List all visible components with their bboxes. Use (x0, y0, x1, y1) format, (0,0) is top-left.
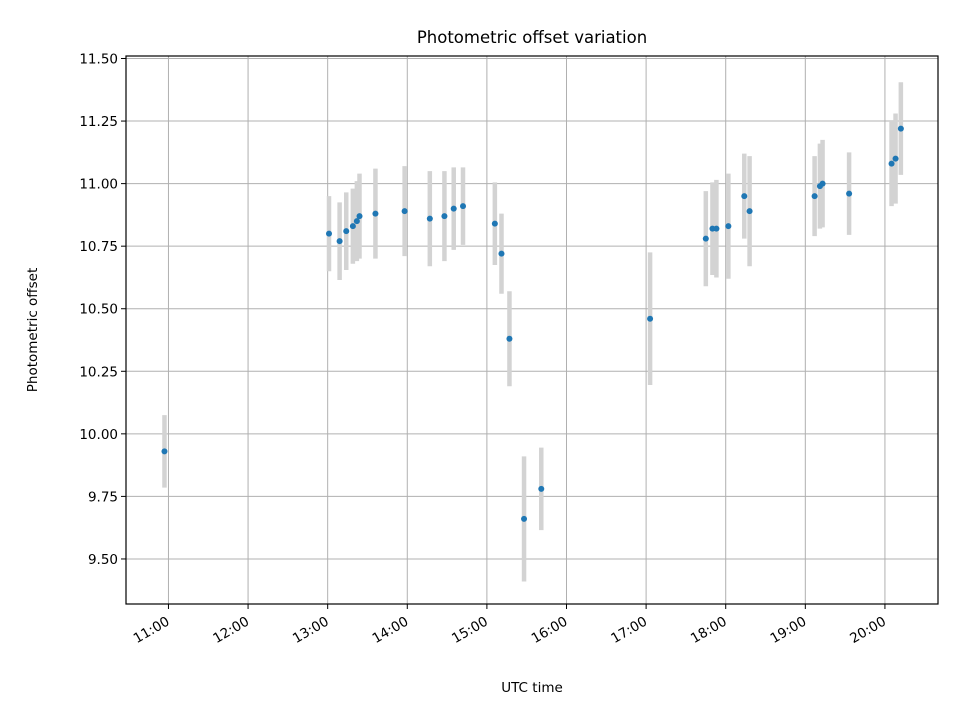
x-tick-label: 11:00 (131, 614, 173, 647)
data-point (897, 125, 904, 132)
y-axis-label: Photometric offset (25, 268, 41, 392)
y-tick-label: 11.50 (79, 52, 118, 68)
data-point (713, 225, 720, 232)
data-point (353, 218, 360, 225)
errorbar-layer (162, 82, 904, 582)
x-tick-label: 19:00 (768, 614, 810, 647)
data-point (372, 210, 379, 217)
data-point (811, 193, 818, 200)
data-point (741, 193, 748, 200)
data-point (491, 220, 498, 227)
chart-title: Photometric offset variation (417, 28, 647, 47)
x-tick-label: 17:00 (608, 614, 650, 647)
data-point (336, 238, 343, 245)
x-tick-label: 16:00 (529, 614, 571, 647)
y-tick-label: 11.25 (79, 114, 118, 130)
data-point (506, 335, 513, 342)
tick-layer: 11:00 12:00 13:00 14:00 15:00 16:00 17:00 18:00… (79, 52, 889, 647)
x-tick-label: 12:00 (210, 614, 252, 647)
x-tick-label: 20:00 (847, 614, 889, 647)
y-tick-label: 10.50 (79, 302, 118, 318)
x-tick-label: 14:00 (370, 614, 412, 647)
data-point (521, 515, 528, 522)
x-axis-label: UTC time (501, 680, 563, 696)
y-tick-label: 10.25 (79, 364, 118, 380)
data-point (819, 180, 826, 187)
data-point (702, 235, 709, 242)
data-point (450, 205, 457, 212)
data-point (161, 448, 168, 455)
data-point (356, 213, 363, 220)
x-tick-label: 15:00 (449, 614, 491, 647)
x-tick-label: 18:00 (688, 614, 730, 647)
data-point (460, 203, 467, 210)
data-point (892, 155, 899, 162)
grid-layer (126, 56, 938, 604)
point-layer (161, 125, 904, 522)
data-point (343, 228, 350, 235)
y-tick-label: 9.50 (88, 552, 118, 568)
data-point (426, 215, 433, 222)
plot-frame (125, 55, 939, 605)
y-tick-label: 9.75 (88, 489, 118, 505)
data-point (746, 208, 753, 215)
y-tick-label: 10.00 (79, 427, 118, 443)
data-point (401, 208, 408, 215)
data-point (349, 223, 356, 230)
data-point (441, 213, 448, 220)
data-point (846, 190, 853, 197)
data-point (725, 223, 732, 230)
data-point (647, 315, 654, 322)
y-tick-label: 10.75 (79, 239, 118, 255)
data-point (888, 160, 895, 167)
data-point (538, 485, 545, 492)
data-point (498, 250, 505, 257)
x-tick-label: 13:00 (290, 614, 332, 647)
data-point (326, 230, 332, 237)
y-tick-label: 11.00 (79, 177, 118, 193)
